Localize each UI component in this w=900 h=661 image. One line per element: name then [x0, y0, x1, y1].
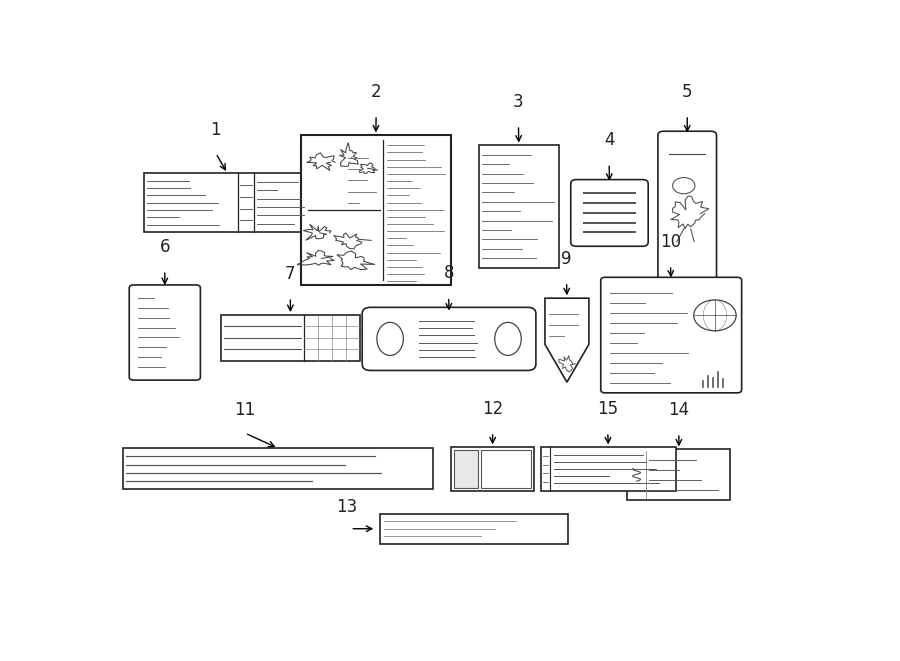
Bar [482, 450, 531, 488]
FancyBboxPatch shape [362, 307, 536, 370]
Bar [220, 315, 360, 361]
Text: 8: 8 [444, 264, 454, 282]
Bar [627, 449, 731, 500]
Ellipse shape [495, 323, 521, 356]
Text: 10: 10 [660, 233, 681, 251]
Bar [454, 450, 478, 488]
Text: 7: 7 [285, 265, 295, 283]
Text: 2: 2 [371, 83, 382, 100]
Bar [144, 173, 311, 232]
Text: 14: 14 [669, 401, 689, 419]
Text: 11: 11 [234, 401, 256, 419]
Text: 6: 6 [159, 238, 170, 256]
Text: 3: 3 [513, 93, 524, 111]
Ellipse shape [377, 323, 403, 356]
Bar [380, 514, 568, 543]
FancyBboxPatch shape [571, 180, 648, 247]
Text: 9: 9 [562, 250, 572, 268]
Bar [301, 136, 451, 286]
Text: 12: 12 [482, 400, 503, 418]
Text: 5: 5 [682, 83, 692, 100]
Bar [541, 447, 676, 490]
Text: 13: 13 [337, 498, 357, 516]
FancyBboxPatch shape [601, 278, 742, 393]
Text: 1: 1 [211, 121, 221, 139]
Bar [479, 145, 559, 268]
Bar [451, 447, 535, 490]
Text: 15: 15 [598, 400, 618, 418]
Text: 4: 4 [604, 131, 615, 149]
Polygon shape [545, 298, 589, 382]
FancyBboxPatch shape [130, 285, 201, 380]
Bar [123, 448, 434, 489]
FancyBboxPatch shape [658, 132, 716, 292]
